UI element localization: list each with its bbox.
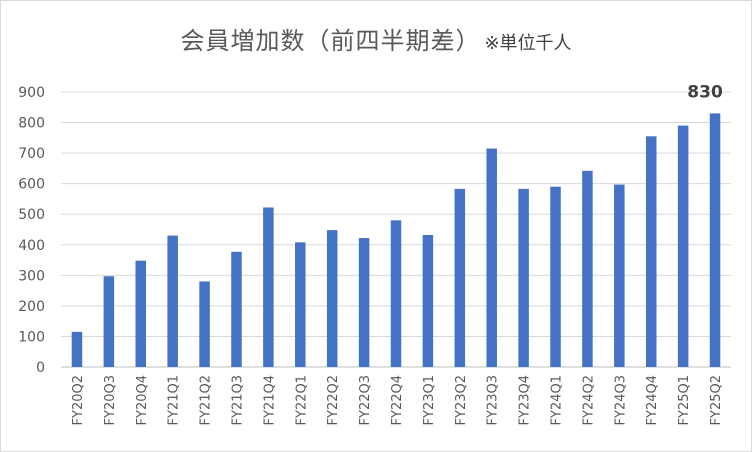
- bar: [103, 276, 115, 367]
- bar: [422, 235, 434, 367]
- bar: [677, 125, 689, 367]
- x-tick-label: FY24Q1: [550, 375, 565, 425]
- x-tick-label: FY22Q1: [294, 375, 309, 425]
- y-tick-label: 700: [18, 146, 45, 162]
- bar: [582, 170, 593, 367]
- x-tick-label: FY22Q2: [326, 375, 341, 425]
- x-tick-label: FY21Q2: [199, 375, 214, 425]
- chart-title-group: 会員増加数（前四半期差） ※単位千人: [1, 21, 751, 56]
- x-tick-label: FY20Q2: [71, 375, 86, 425]
- bar: [71, 331, 83, 367]
- x-tick-label: FY24Q2: [581, 375, 596, 425]
- y-tick-label: 0: [36, 360, 45, 376]
- x-tick-label: FY25Q2: [709, 375, 724, 425]
- x-tick-label: FY24Q4: [645, 375, 660, 425]
- bar: [390, 220, 402, 367]
- y-tick-label: 800: [18, 116, 45, 132]
- bar: [645, 136, 657, 367]
- x-tick-label: FY23Q4: [518, 375, 533, 425]
- bar: [199, 281, 210, 367]
- x-tick-label: FY22Q3: [358, 375, 373, 425]
- bar: [263, 207, 274, 367]
- chart-subtitle: ※単位千人: [484, 33, 572, 54]
- bar: [454, 188, 466, 367]
- x-tick-label: FY24Q3: [613, 375, 628, 425]
- data-label: 830: [687, 82, 723, 102]
- y-tick-label: 200: [18, 299, 45, 315]
- x-tick-label: FY23Q3: [486, 375, 501, 425]
- chart-title: 会員増加数（前四半期差）: [180, 27, 481, 55]
- bar: [550, 186, 561, 367]
- bar: [167, 235, 178, 367]
- bar: [518, 188, 529, 367]
- bar: [231, 251, 242, 367]
- bar: [486, 148, 497, 367]
- x-tick-label: FY23Q2: [454, 375, 469, 425]
- bar: [358, 238, 370, 367]
- x-tick-label: FY25Q1: [677, 375, 692, 425]
- bar: [326, 230, 338, 367]
- x-tick-label: FY23Q1: [422, 375, 437, 425]
- y-tick-label: 400: [18, 238, 45, 254]
- x-tick-label: FY21Q4: [262, 375, 277, 425]
- x-tick-label: FY20Q3: [103, 375, 118, 425]
- bar: [295, 242, 306, 367]
- y-tick-label: 600: [18, 177, 45, 193]
- bar: [709, 113, 721, 367]
- bar: [614, 184, 625, 367]
- y-tick-label: 900: [18, 85, 45, 101]
- y-tick-label: 100: [18, 329, 45, 345]
- x-tick-label: FY22Q4: [390, 375, 405, 425]
- bar: [135, 260, 147, 367]
- y-tick-label: 500: [18, 207, 45, 223]
- x-tick-label: FY21Q3: [230, 375, 245, 425]
- y-tick-label: 300: [18, 268, 45, 284]
- x-tick-label: FY20Q4: [135, 375, 150, 425]
- x-tick-label: FY21Q1: [167, 375, 182, 425]
